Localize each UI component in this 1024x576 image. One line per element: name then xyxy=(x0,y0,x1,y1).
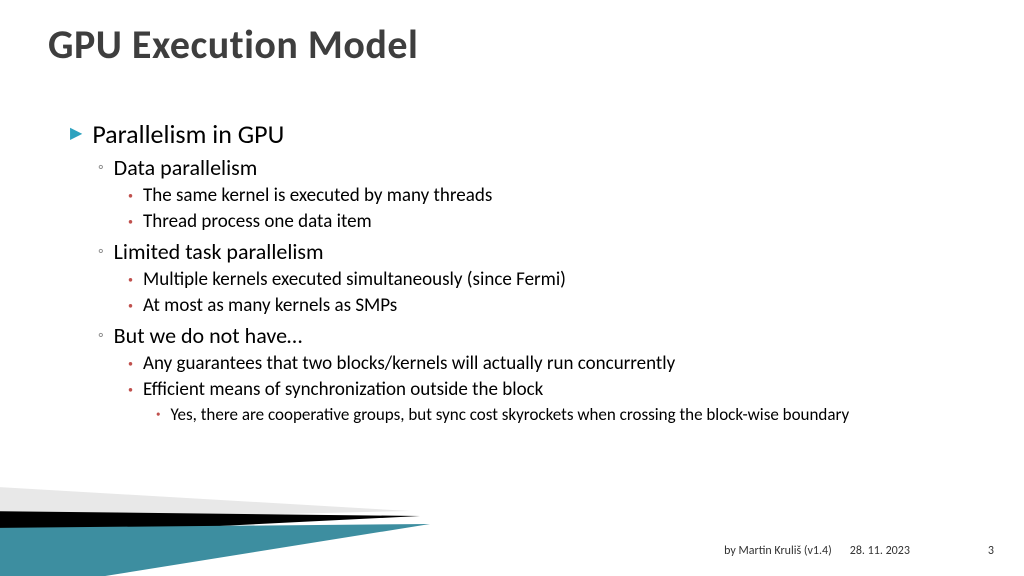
bullet-text: At most as many kernels as SMPs xyxy=(143,294,397,317)
footer-page-number: 3 xyxy=(988,544,994,558)
slide: GPU Execution Model ▶ Parallelism in GPU… xyxy=(0,0,1024,576)
bullet-text: Multiple kernels executed simultaneously… xyxy=(143,268,566,291)
dot-bullet-icon: • xyxy=(128,378,133,402)
bullet-l2: ◦ Limited task parallelism xyxy=(98,238,964,266)
bullet-l3: • Any guarantees that two blocks/kernels… xyxy=(128,352,964,376)
ring-bullet-icon: ◦ xyxy=(98,238,104,266)
bullet-text: Thread process one data item xyxy=(143,210,372,233)
bullet-l1: ▶ Parallelism in GPU xyxy=(70,118,964,150)
dot-bullet-icon: • xyxy=(128,210,133,234)
bullet-l2: ◦ Data parallelism xyxy=(98,154,964,182)
dot-bullet-icon: • xyxy=(156,404,160,426)
ring-bullet-icon: ◦ xyxy=(98,154,104,182)
bullet-l3: • At most as many kernels as SMPs xyxy=(128,294,964,318)
bullet-text: Limited task parallelism xyxy=(114,238,324,265)
slide-title: GPU Execution Model xyxy=(48,20,418,69)
bullet-text: Data parallelism xyxy=(114,154,258,181)
bullet-l3: • The same kernel is executed by many th… xyxy=(128,184,964,208)
bullet-text: Yes, there are cooperative groups, but s… xyxy=(170,404,849,426)
bullet-l3: • Thread process one data item xyxy=(128,210,964,234)
footer-author: by Martin Kruliš (v1.4) xyxy=(724,544,832,558)
bullet-l4: • Yes, there are cooperative groups, but… xyxy=(156,404,964,426)
bullet-text: But we do not have… xyxy=(114,322,303,349)
bullet-text: Efficient means of synchronization outsi… xyxy=(143,378,543,401)
slide-body: ▶ Parallelism in GPU ◦ Data parallelism … xyxy=(70,118,964,428)
footer-date: 28. 11. 2023 xyxy=(850,544,910,558)
bullet-l3: • Multiple kernels executed simultaneous… xyxy=(128,268,964,292)
dot-bullet-icon: • xyxy=(128,352,133,376)
bullet-l2: ◦ But we do not have… xyxy=(98,322,964,350)
bullet-text: Parallelism in GPU xyxy=(92,118,284,150)
slide-footer: by Martin Kruliš (v1.4) 28. 11. 2023 3 xyxy=(724,544,994,558)
corner-wedge-decoration xyxy=(0,476,500,576)
bullet-text: The same kernel is executed by many thre… xyxy=(143,184,492,207)
dot-bullet-icon: • xyxy=(128,294,133,318)
triangle-bullet-icon: ▶ xyxy=(70,118,82,150)
bullet-text: Any guarantees that two blocks/kernels w… xyxy=(143,352,675,375)
ring-bullet-icon: ◦ xyxy=(98,322,104,350)
bullet-l3: • Efficient means of synchronization out… xyxy=(128,378,964,402)
dot-bullet-icon: • xyxy=(128,268,133,292)
dot-bullet-icon: • xyxy=(128,184,133,208)
